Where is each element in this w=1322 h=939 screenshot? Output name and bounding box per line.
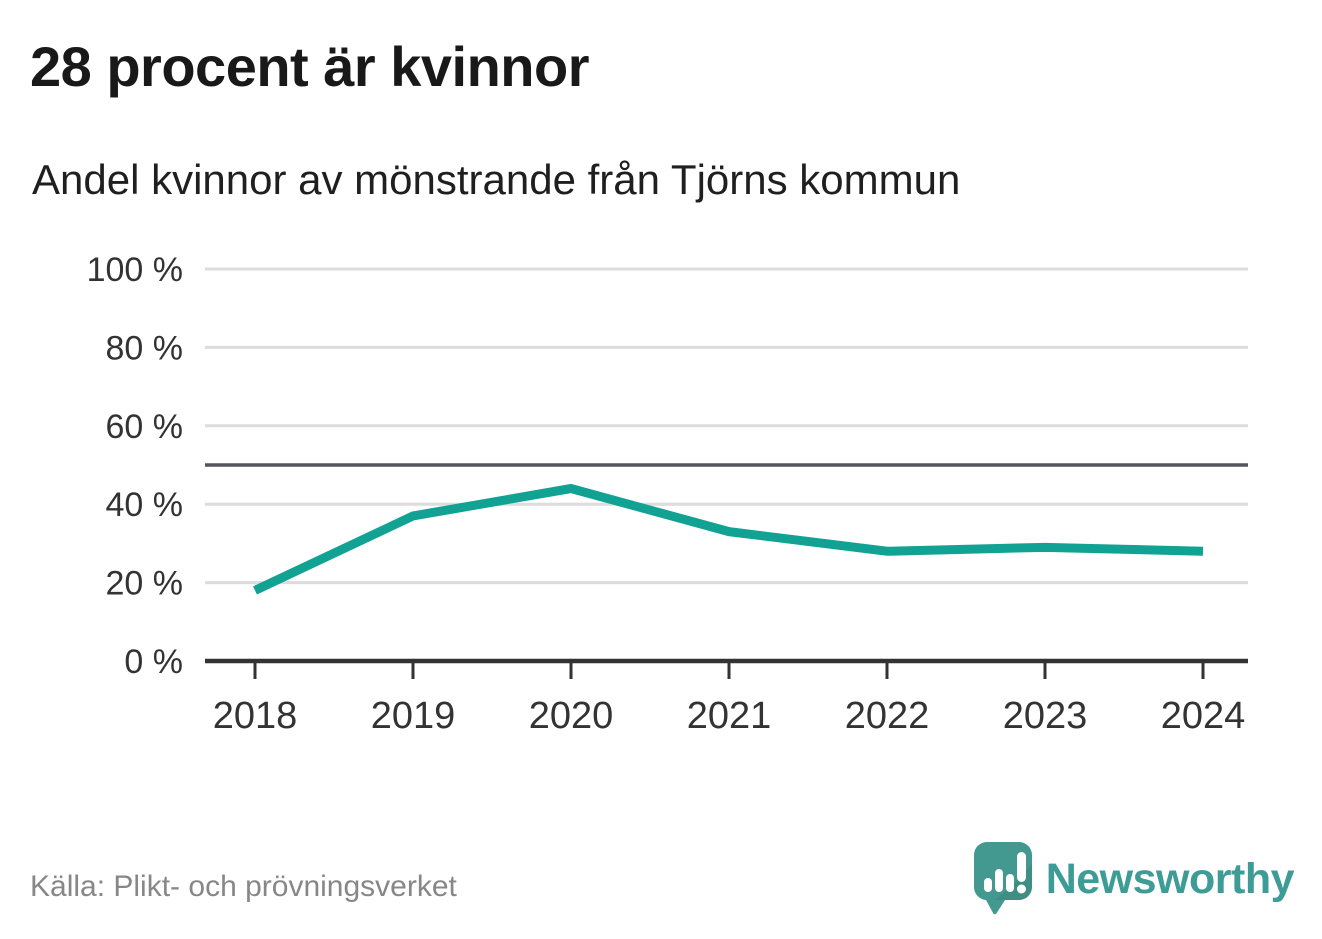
source-text: Källa: Plikt- och prövningsverket xyxy=(30,870,457,903)
newsworthy-wordmark: Newsworthy xyxy=(1045,854,1295,903)
x-tick-label: 2024 xyxy=(1161,695,1246,737)
newsworthy-bubble-icon xyxy=(973,842,1032,915)
logo-bar-1 xyxy=(983,878,992,892)
newsworthy-logo: Newsworthy xyxy=(973,842,1295,916)
x-tick-label: 2020 xyxy=(529,695,614,737)
y-tick-label: 80 % xyxy=(106,329,184,367)
x-tick-label: 2023 xyxy=(1003,695,1088,737)
x-tick-label: 2021 xyxy=(687,695,772,737)
logo-exclamation-dot xyxy=(1016,884,1026,894)
logo-exclamation-bar xyxy=(1016,852,1026,882)
y-tick-label: 20 % xyxy=(106,565,184,603)
logo-bar-2 xyxy=(994,869,1003,892)
x-tick-label: 2019 xyxy=(371,695,456,737)
y-tick-label: 100 % xyxy=(87,251,183,289)
chart-title: 28 procent är kvinnor xyxy=(30,35,590,98)
x-tick-label: 2018 xyxy=(213,695,298,737)
x-tick-label: 2022 xyxy=(845,695,930,737)
logo-bar-3 xyxy=(1005,874,1014,892)
y-tick-label: 40 % xyxy=(106,486,184,524)
y-tick-label: 60 % xyxy=(106,408,184,446)
chart-subtitle: Andel kvinnor av mönstrande från Tjörns … xyxy=(32,156,961,203)
y-tick-label: 0 % xyxy=(124,643,183,681)
data-line xyxy=(253,483,1204,595)
